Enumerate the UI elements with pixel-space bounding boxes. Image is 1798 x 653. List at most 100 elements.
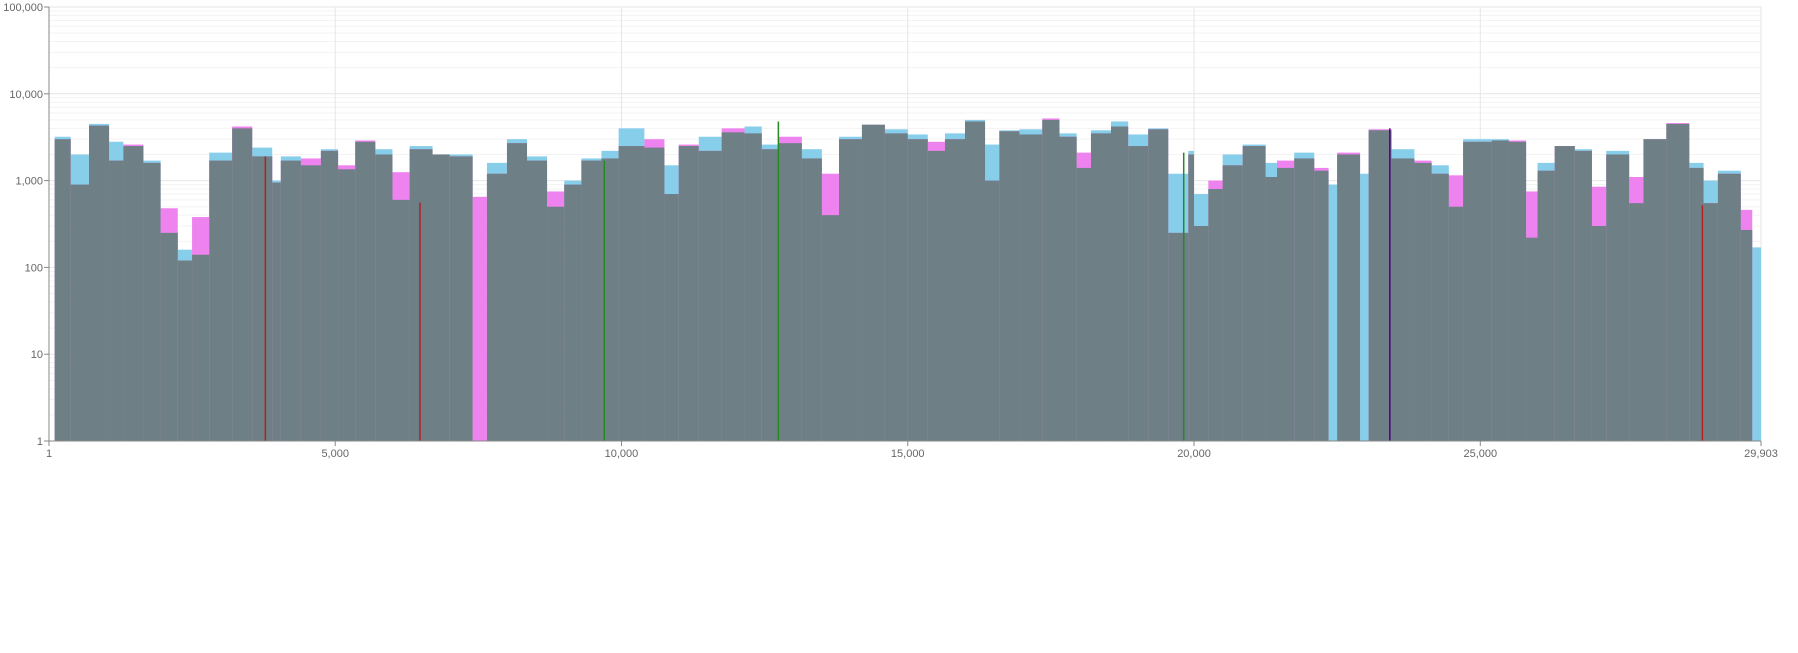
series-overlap <box>54 119 1753 442</box>
overlap-block <box>1090 133 1111 442</box>
overlap-block <box>839 139 862 441</box>
overlap-block <box>1526 237 1538 441</box>
y-tick-label: 100,000 <box>3 2 43 14</box>
overlap-block <box>721 132 745 442</box>
overlap-block <box>1076 167 1091 442</box>
overlap-block <box>1194 225 1209 441</box>
overlap-block <box>861 124 885 442</box>
x-tick-label: 1 <box>46 448 52 460</box>
overlap-block <box>1314 170 1329 441</box>
y-tick-label: 10 <box>31 349 43 361</box>
overlap-block <box>1606 154 1630 442</box>
overlap-block <box>1265 177 1278 441</box>
overlap-block <box>252 156 273 442</box>
overlap-block <box>999 131 1020 441</box>
overlap-block <box>1277 167 1295 442</box>
overlap-block <box>109 160 124 441</box>
overlap-block <box>1414 162 1432 441</box>
overlap-block <box>744 133 762 442</box>
overlap-block <box>1337 154 1361 442</box>
x-tick-label: 15,000 <box>891 448 925 460</box>
series-2-block <box>472 196 487 441</box>
overlap-block <box>1208 189 1223 441</box>
overlap-block <box>778 143 802 441</box>
overlap-block <box>1148 129 1169 441</box>
overlap-block <box>1554 146 1575 441</box>
overlap-block <box>1591 225 1607 441</box>
x-tick-label: 20,000 <box>1177 448 1211 460</box>
overlap-block <box>944 139 966 441</box>
overlap-block <box>618 146 645 441</box>
overlap-block <box>1703 203 1718 441</box>
overlap-block <box>1491 140 1509 441</box>
overlap-block <box>432 154 450 442</box>
overlap-block <box>70 184 90 441</box>
series-1-block <box>1360 173 1369 442</box>
overlap-block <box>1717 173 1741 442</box>
overlap-block <box>1368 130 1392 441</box>
overlap-block <box>143 162 161 441</box>
overlap-block <box>1294 158 1315 441</box>
overlap-block <box>927 150 945 441</box>
overlap-block <box>449 156 473 442</box>
overlap-block <box>664 194 679 441</box>
overlap-block <box>375 154 393 442</box>
overlap-block <box>527 160 548 441</box>
overlap-block <box>1188 154 1195 442</box>
x-tick-label: 25,000 <box>1463 448 1497 460</box>
overlap-block <box>564 184 582 441</box>
y-tick-label: 10,000 <box>9 89 43 101</box>
overlap-block <box>801 158 822 441</box>
overlap-block <box>280 160 301 441</box>
overlap-block <box>1629 203 1644 441</box>
overlap-block <box>1666 123 1690 441</box>
overlap-block <box>985 180 1000 441</box>
overlap-block <box>338 169 356 441</box>
overlap-block <box>601 158 619 441</box>
overlap-block <box>177 260 193 441</box>
series-1-block <box>1328 184 1338 441</box>
x-tick-label: 29,903 <box>1744 448 1778 460</box>
overlap-block <box>1537 170 1555 441</box>
overlap-block <box>1391 158 1415 441</box>
overlap-block <box>320 150 339 441</box>
variant-markers <box>264 121 1704 441</box>
overlap-block <box>884 133 908 442</box>
overlap-block <box>409 149 433 441</box>
overlap-block <box>192 254 210 441</box>
y-tick-label: 1 <box>37 436 43 448</box>
overlap-block <box>1508 141 1527 441</box>
overlap-block <box>1042 119 1060 441</box>
y-axis-ticks: 1 10 100 1,000 10,000 100,000 <box>3 2 49 448</box>
overlap-block <box>123 146 144 441</box>
y-tick-label: 100 <box>25 262 43 274</box>
overlap-block <box>89 125 110 442</box>
overlap-block <box>821 215 840 441</box>
overlap-block <box>232 128 253 441</box>
overlap-block <box>1222 165 1243 441</box>
overlap-block <box>392 199 410 441</box>
overlap-block <box>300 165 321 441</box>
overlap-block <box>1448 206 1464 441</box>
overlap-block <box>1168 232 1189 441</box>
x-tick-label: 10,000 <box>605 448 639 460</box>
y-tick-label: 1,000 <box>15 176 43 188</box>
overlap-block <box>355 141 376 441</box>
overlap-block <box>1740 229 1753 441</box>
overlap-block <box>581 160 602 441</box>
overlap-block <box>209 160 233 441</box>
overlap-block <box>486 173 507 442</box>
x-tick-label: 5,000 <box>321 448 349 460</box>
overlap-block <box>1019 134 1043 441</box>
overlap-block <box>1242 146 1266 441</box>
overlap-block <box>1574 150 1592 441</box>
x-axis-ticks: 1 5,000 10,000 15,000 20,000 25,000 29,903 <box>46 441 1778 460</box>
overlap-block <box>1689 167 1704 442</box>
overlap-block <box>1110 126 1129 442</box>
overlap-block <box>698 150 722 441</box>
overlap-block <box>678 146 699 441</box>
overlap-block <box>1463 141 1492 441</box>
overlap-block <box>547 206 565 441</box>
